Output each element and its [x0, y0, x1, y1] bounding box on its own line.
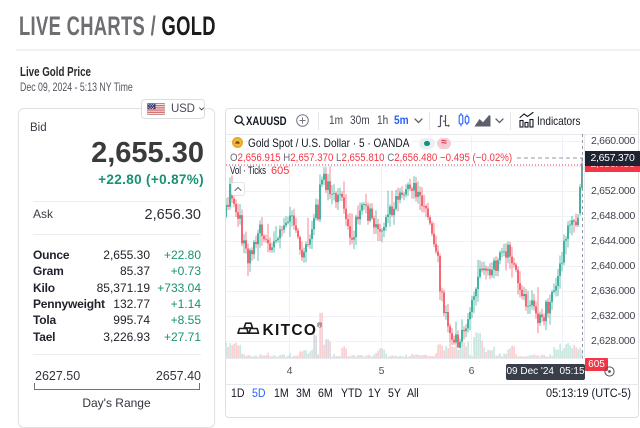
svg-text:®: ®	[317, 322, 323, 330]
svg-text:KITCO: KITCO	[263, 322, 318, 339]
